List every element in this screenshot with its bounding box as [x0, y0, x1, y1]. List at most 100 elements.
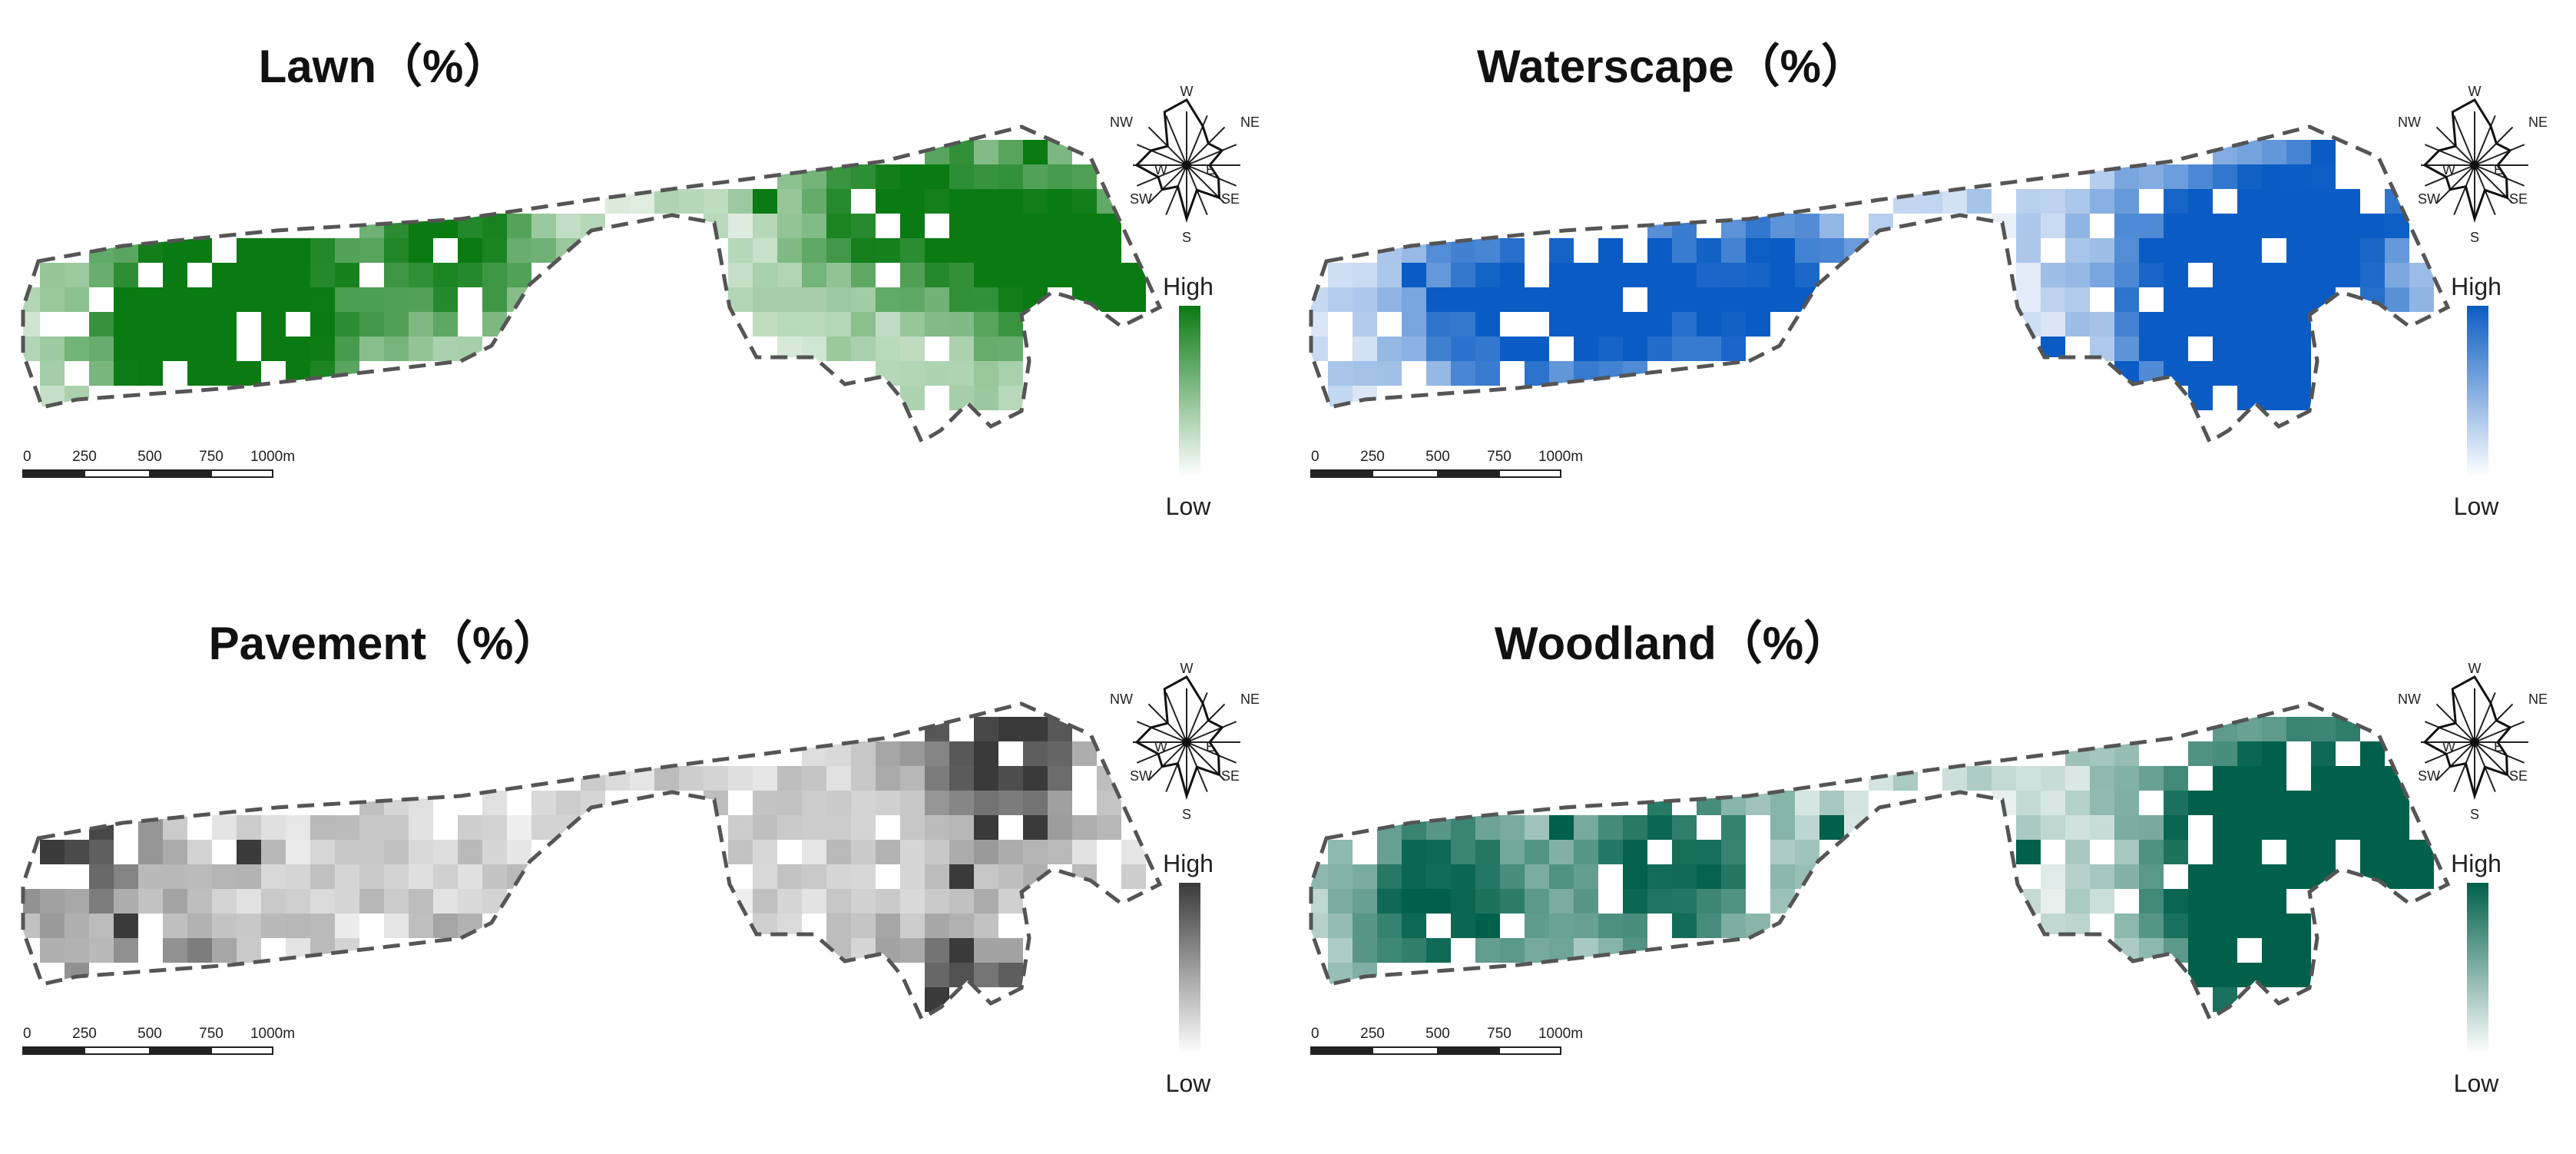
grid-cell [2139, 864, 2164, 889]
grid-cell [2041, 864, 2065, 889]
grid-cell [1048, 238, 1072, 263]
grid-cell [1598, 361, 1623, 386]
grid-cell [777, 791, 802, 815]
grid-cell [310, 312, 335, 337]
scale-tick-label: 250 [1360, 449, 1385, 465]
grid-cell [998, 263, 1023, 287]
grid-cells [1311, 140, 2434, 410]
grid-cell [826, 840, 851, 864]
grid-cell [458, 815, 482, 840]
grid-cell [1647, 815, 1672, 840]
grid-cell [851, 312, 876, 337]
grid-cell [1819, 815, 1844, 840]
grid-cell [2237, 815, 2262, 840]
grid-cell [1475, 938, 1500, 963]
grid-cell [1402, 337, 1426, 361]
grid-cell [851, 164, 876, 189]
grid-cell [1500, 840, 1525, 864]
grid-cell [1697, 889, 1721, 914]
grid-cell [974, 287, 998, 312]
grid-cell [1451, 263, 1475, 287]
wind-rose-icon: W NE NW E W SE SW S [2398, 84, 2548, 245]
grid-cell [335, 815, 359, 840]
grid-cell [2262, 938, 2286, 963]
grid-cell [163, 889, 187, 914]
grid-cell [433, 337, 458, 361]
grid-cell [728, 189, 753, 214]
grid-cell [998, 140, 1023, 164]
grid-cell [974, 864, 998, 889]
grid-cell [409, 815, 433, 840]
grid-cell [556, 791, 581, 815]
grid-cell [2213, 214, 2237, 238]
grid-cell [1402, 889, 1426, 914]
grid-cell [2286, 140, 2311, 164]
grid-cell [998, 938, 1023, 963]
grid-cell [2213, 914, 2237, 938]
grid-cell [2237, 337, 2262, 361]
compass-label: W [2468, 84, 2482, 99]
grid-cell [2262, 189, 2286, 214]
grid-cell [1353, 889, 1377, 914]
grid-cell [384, 263, 409, 287]
grid-cell [1072, 287, 1097, 312]
grid-cell [974, 238, 998, 263]
grid-cell [359, 864, 384, 889]
grid-cell [2286, 386, 2311, 410]
grid-cell [237, 889, 261, 914]
grid-cell [384, 815, 409, 840]
grid-cell [1451, 361, 1475, 386]
grid-cell [2065, 864, 2090, 889]
grid-cell [2164, 238, 2188, 263]
grid-cell [237, 263, 261, 287]
grid-cell [2065, 741, 2090, 766]
grid-cell [949, 741, 974, 766]
grid-cell [974, 815, 998, 840]
grid-cell [2262, 337, 2286, 361]
grid-cell [777, 889, 802, 914]
grid-cell [40, 914, 65, 938]
grid-cell [237, 840, 261, 864]
grid-cell [1023, 741, 1048, 766]
grid-cell [851, 263, 876, 287]
grid-cell [1072, 189, 1097, 214]
grid-cell [925, 287, 949, 312]
grid-cell [384, 312, 409, 337]
grid-cell [851, 840, 876, 864]
grid-cell [2041, 791, 2065, 815]
grid-cell [1353, 287, 1377, 312]
grid-cell [237, 815, 261, 840]
grid-cell [1023, 791, 1048, 815]
grid-cell [531, 791, 556, 815]
grid-cell [2139, 164, 2164, 189]
grid-cell [89, 914, 114, 938]
grid-cell [2213, 238, 2237, 263]
grid-cell [1328, 361, 1353, 386]
grid-cell [2016, 840, 2041, 864]
grid-cell [1328, 889, 1353, 914]
grid-cell [2090, 263, 2114, 287]
grid-cell [1475, 263, 1500, 287]
grid-cell [925, 238, 949, 263]
compass-label: NW [1110, 114, 1133, 130]
grid-cell [1770, 287, 1795, 312]
grid-cell [1475, 840, 1500, 864]
grid-cell [2164, 889, 2188, 914]
grid-cell [114, 238, 138, 263]
map-title: Pavement（%） [208, 618, 560, 669]
grid-cell [1672, 238, 1697, 263]
grid-cell [433, 214, 458, 238]
grid-cell [925, 189, 949, 214]
grid-cell [1072, 864, 1097, 889]
grid-cell [949, 361, 974, 386]
grid-cell [2360, 815, 2385, 840]
grid-cell [1426, 361, 1451, 386]
grid-cell [2016, 263, 2041, 287]
grid-cell [802, 263, 826, 287]
grid-cell [2311, 238, 2336, 263]
grid-cell [1770, 864, 1795, 889]
grid-cell [1647, 864, 1672, 889]
grid-cell [925, 717, 949, 741]
legend-color-ramp [2467, 883, 2488, 1053]
grid-cell [826, 263, 851, 287]
